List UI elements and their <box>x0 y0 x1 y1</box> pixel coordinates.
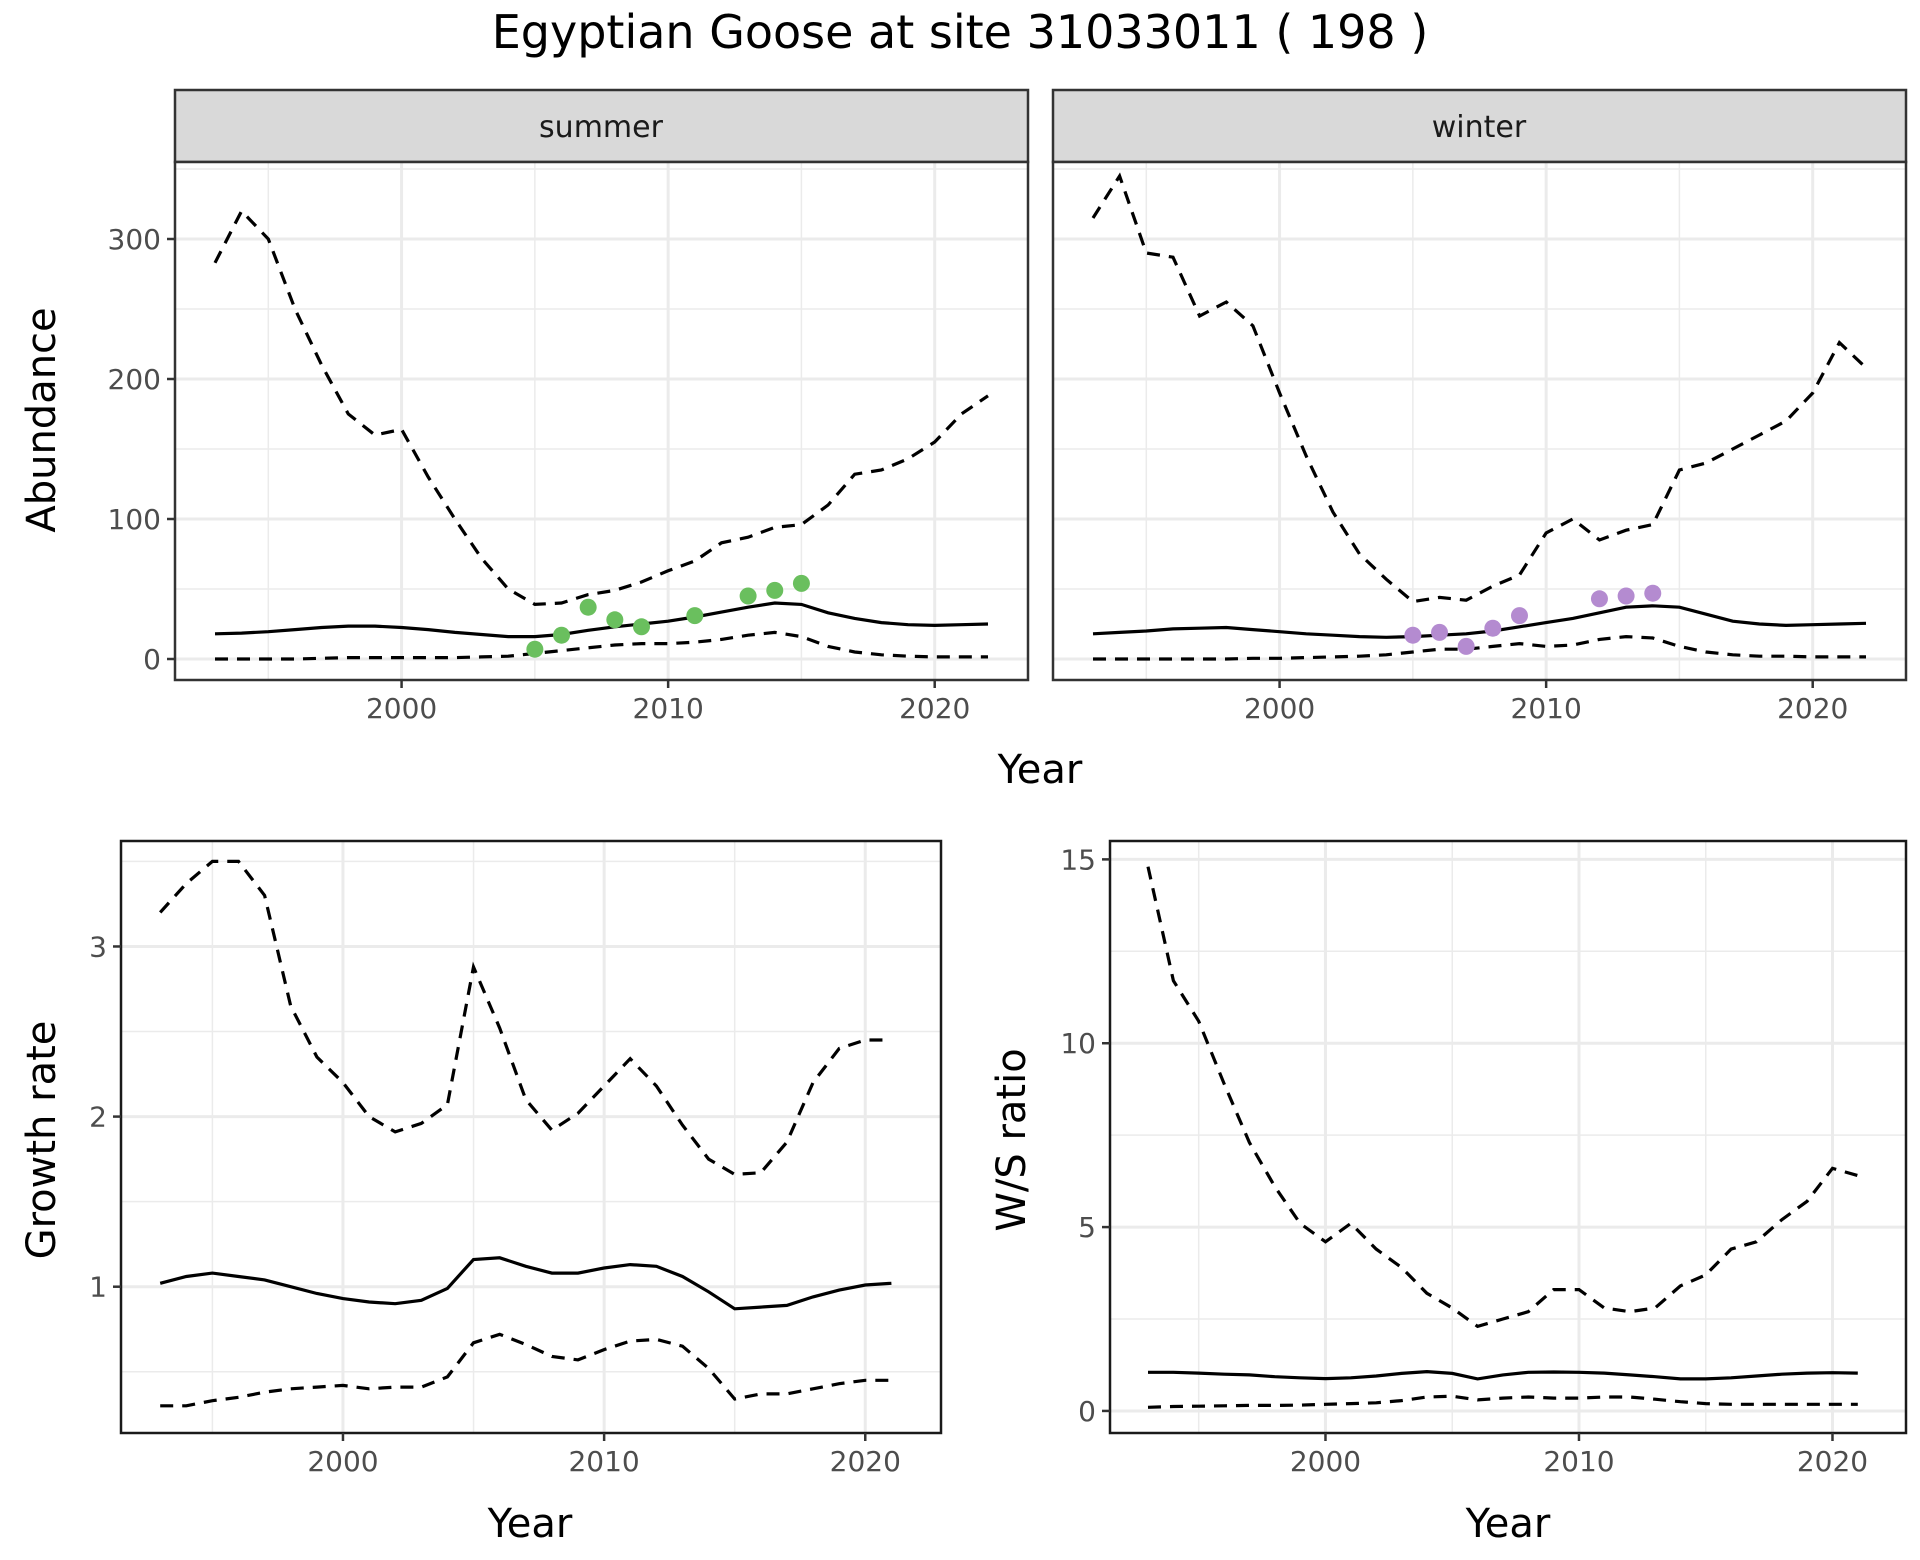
observed-count-point <box>1404 626 1422 644</box>
y-tick-label: 1 <box>89 1271 107 1304</box>
growth-rate-x-axis-title: Year <box>487 1501 573 1547</box>
x-tick-label: 2020 <box>1797 1445 1868 1478</box>
confidence-bound-line <box>160 1332 892 1408</box>
observed-count-point <box>686 607 704 625</box>
panel-border <box>1051 160 1908 682</box>
abundance-winter-plot: 2000 2010 2020 <box>1051 160 1908 725</box>
abundance-x-axis-title: Year <box>997 747 1083 793</box>
panel-growth-rate: 2000 2010 2020 1 2 3 Growth rate Year <box>19 839 943 1547</box>
x-tick-label: 2010 <box>568 1445 639 1478</box>
confidence-bound-line <box>1091 172 1868 604</box>
strip-winter-label: winter <box>1432 110 1527 145</box>
panel-abundance-winter: winter 2000 2010 2020 <box>1051 88 1908 725</box>
abundance-summer-plot: 2000 2010 2020 0 100 200 300 <box>108 160 1030 725</box>
x-tick-label: 2020 <box>1777 692 1848 725</box>
estimate-line <box>159 1256 892 1311</box>
observed-count-point <box>1644 584 1662 602</box>
strip-winter-bg <box>1051 88 1908 164</box>
strip-summer-bg <box>173 88 1030 164</box>
confidence-bound-line <box>1147 1394 1858 1409</box>
ws-ratio-y-axis-title: W/S ratio <box>989 1048 1035 1231</box>
panel-abundance-summer: summer 2000 2010 2020 0 100 200 300 Abundance <box>19 88 1030 725</box>
observed-count-point <box>739 587 757 605</box>
confidence-bound-line <box>213 208 989 607</box>
growth-rate-plot: 2000 2010 2020 1 2 3 <box>89 839 943 1478</box>
observed-count-point <box>1617 587 1635 605</box>
panel-border <box>1108 839 1908 1435</box>
observed-count-point <box>792 574 810 592</box>
x-tick-label: 2020 <box>899 692 970 725</box>
y-tick-label: 2 <box>89 1101 107 1134</box>
plot-background <box>1053 162 1906 680</box>
panel-border <box>119 839 943 1435</box>
x-tick-label: 2010 <box>633 692 704 725</box>
x-tick-label: 2000 <box>307 1445 378 1478</box>
observed-count-point <box>1510 607 1528 625</box>
observed-count-point <box>606 611 624 629</box>
x-tick-label: 2000 <box>366 692 437 725</box>
figure-title: Egyptian Goose at site 31033011 ( 198 ) <box>492 5 1429 59</box>
observed-count-point <box>766 581 784 599</box>
x-tick-label: 2020 <box>830 1445 901 1478</box>
y-tick-label: 0 <box>143 643 161 676</box>
observed-count-point <box>1484 619 1502 637</box>
strip-summer-label: summer <box>539 110 664 145</box>
ws-ratio-x-axis-title: Year <box>1465 1501 1551 1547</box>
plot-background <box>121 841 941 1433</box>
estimate-line <box>1092 604 1867 639</box>
y-tick-label: 100 <box>108 503 161 536</box>
y-tick-label: 0 <box>1078 1395 1096 1428</box>
observed-count-point <box>579 598 597 616</box>
confidence-bound-line <box>215 630 988 661</box>
y-tick-label: 10 <box>1060 1027 1096 1060</box>
ws-ratio-plot: 2000 2010 2020 0 5 10 15 <box>1060 839 1908 1478</box>
growth-rate-y-axis-title: Growth rate <box>19 1021 65 1260</box>
panel-border <box>173 160 1030 682</box>
y-tick-label: 15 <box>1060 843 1096 876</box>
plot-background <box>1110 841 1906 1433</box>
confidence-bound-line <box>1093 634 1866 661</box>
observed-count-point <box>1457 637 1475 655</box>
observed-count-point <box>632 618 650 636</box>
observed-count-point <box>1590 590 1608 608</box>
panel-ws-ratio: 2000 2010 2020 0 5 10 15 W/S ratio Year <box>989 839 1908 1547</box>
x-tick-label: 2010 <box>1543 1445 1614 1478</box>
estimate-line <box>1148 1369 1858 1381</box>
observed-count-point <box>1431 623 1449 641</box>
y-tick-label: 200 <box>108 363 161 396</box>
x-tick-label: 2000 <box>1290 1445 1361 1478</box>
y-tick-label: 300 <box>108 223 161 256</box>
abundance-y-axis-title: Abundance <box>19 307 65 532</box>
observed-count-point <box>553 626 571 644</box>
y-tick-label: 3 <box>89 930 107 963</box>
x-tick-label: 2000 <box>1244 692 1315 725</box>
confidence-bound-line <box>1146 866 1859 1329</box>
observed-count-point <box>526 640 544 658</box>
x-tick-label: 2010 <box>1511 692 1582 725</box>
y-tick-label: 5 <box>1078 1211 1096 1244</box>
confidence-bound-line <box>159 859 892 1177</box>
estimate-line <box>214 601 989 639</box>
